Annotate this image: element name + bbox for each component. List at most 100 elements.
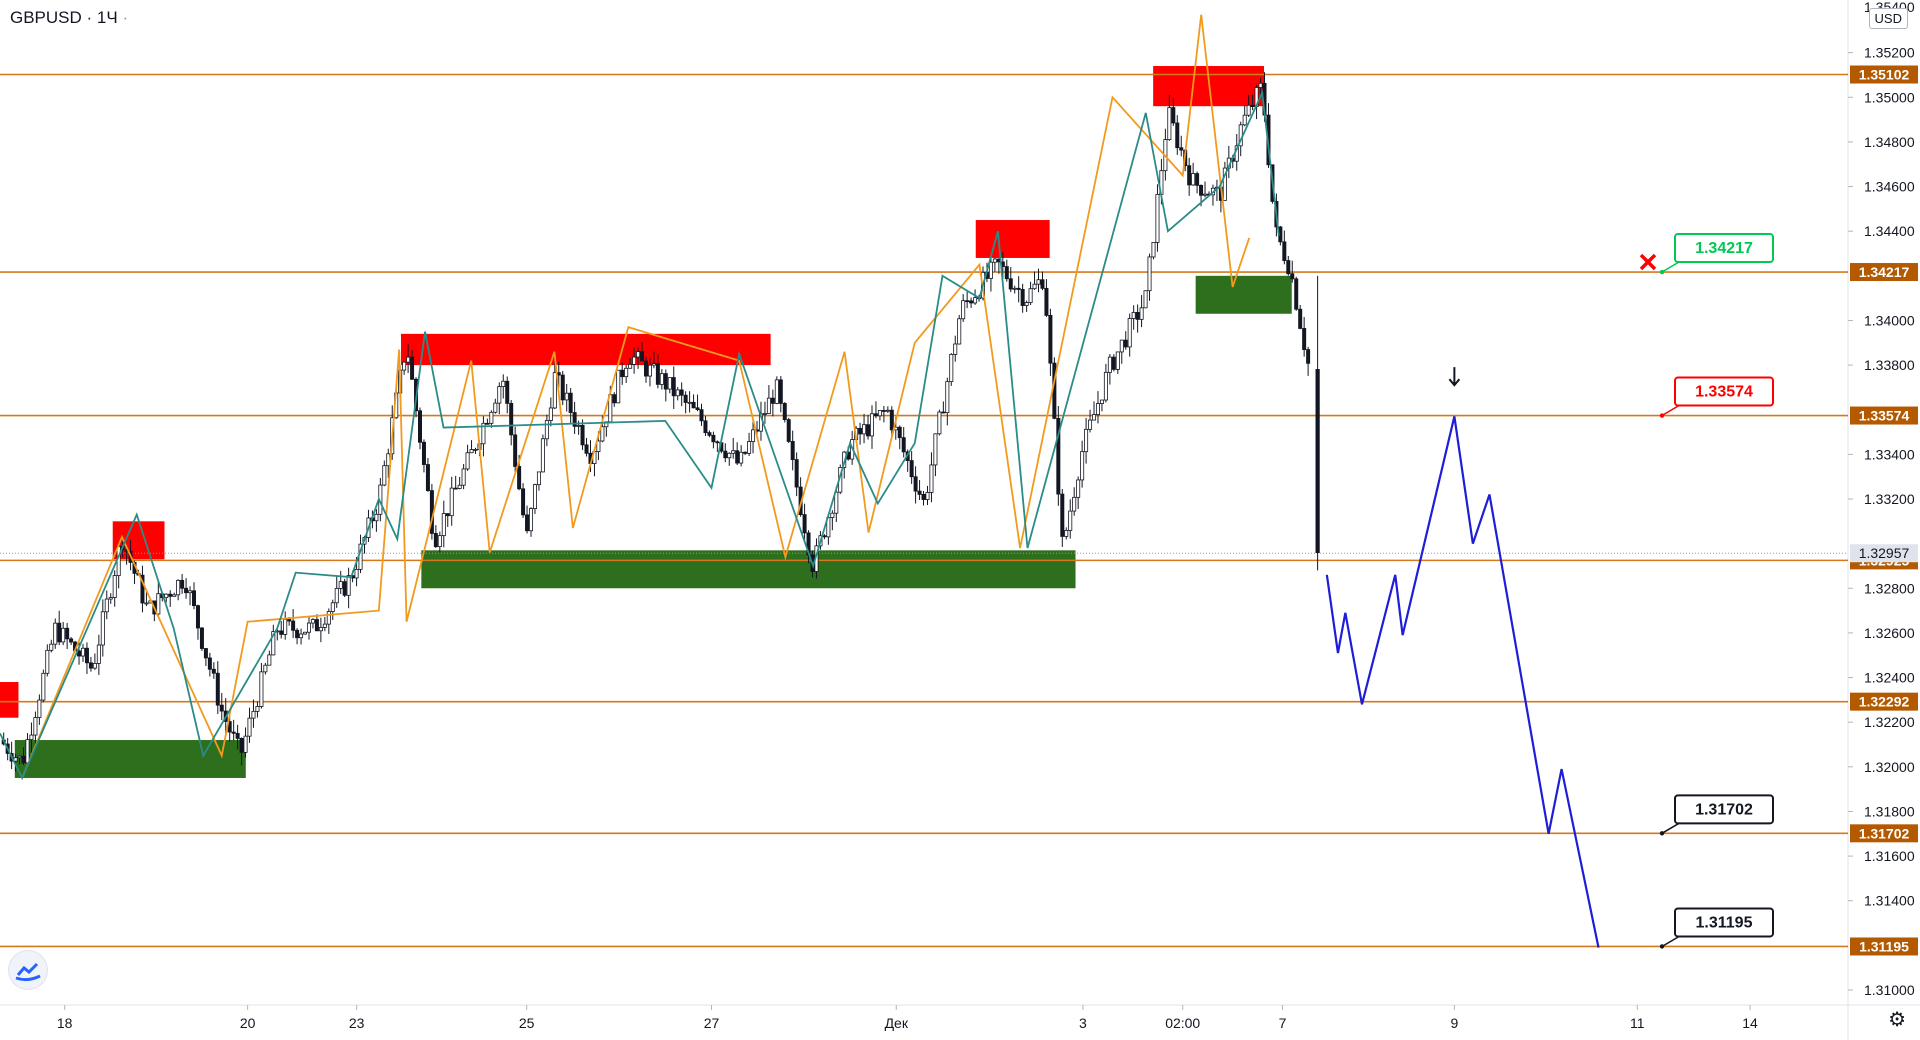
candle-body <box>263 664 268 673</box>
candle-body <box>937 411 942 435</box>
price-tag-label-1: 1.34217 <box>1859 264 1910 280</box>
candle-body <box>402 361 407 371</box>
candle-body <box>247 717 252 737</box>
candle-body <box>291 620 296 631</box>
candle-body <box>1179 147 1184 151</box>
candle-body <box>1139 307 1144 320</box>
y-tick-label: 1.32000 <box>1864 759 1915 775</box>
callout-pointer <box>1661 822 1680 834</box>
candle-body <box>279 630 284 635</box>
candle-body <box>687 401 692 404</box>
candle-body <box>13 757 18 762</box>
candle-body <box>184 587 189 594</box>
stop-x-icon <box>1639 253 1657 271</box>
candle-body <box>338 581 343 589</box>
callout-anchor <box>1659 413 1665 418</box>
callout-box-0[interactable] <box>1674 233 1774 264</box>
candle-body <box>969 300 974 304</box>
price-tag-label-6: 1.31195 <box>1859 938 1909 954</box>
candle-body <box>1092 414 1097 421</box>
candle-body <box>786 419 791 442</box>
candle-body <box>21 755 26 764</box>
candle-body <box>1099 399 1104 404</box>
price-axis[interactable] <box>1848 0 1920 1040</box>
candle-body <box>925 492 930 500</box>
candle-body <box>691 401 696 409</box>
candle-body <box>548 407 553 421</box>
candle-body <box>322 623 327 628</box>
candle-body <box>1048 314 1053 364</box>
candle-body <box>195 605 200 629</box>
candle-body <box>988 261 993 279</box>
candle-body <box>57 622 62 643</box>
candle-body <box>743 451 748 454</box>
supply-zone-3 <box>401 333 771 366</box>
candle-body <box>453 487 458 490</box>
candle-body <box>1088 419 1093 430</box>
candle-body <box>1076 479 1081 498</box>
demand-zone-7 <box>1195 275 1292 314</box>
candle-body <box>77 650 82 657</box>
candle-body <box>1294 278 1299 310</box>
candle-body <box>921 493 926 500</box>
symbol-header[interactable]: GBPUSD · 1Ч · <box>10 8 128 28</box>
candle-body <box>1151 242 1156 258</box>
candle-body <box>572 412 577 427</box>
last-price-label: 1.32957 <box>1859 545 1910 561</box>
candle-body <box>695 407 700 411</box>
header-separator: · <box>86 8 97 27</box>
symbol-label: GBPUSD <box>10 8 82 27</box>
supply-zone-5 <box>975 220 1050 258</box>
candle-body <box>287 618 292 622</box>
candle-body <box>421 441 426 465</box>
candle-body <box>933 433 938 466</box>
tradingview-logo-icon[interactable] <box>8 950 48 990</box>
candle-body <box>596 440 601 452</box>
candle-body <box>647 364 652 377</box>
y-tick-label: 1.31600 <box>1864 848 1915 864</box>
y-tick-label: 1.31400 <box>1864 893 1915 909</box>
candle-body <box>65 627 70 640</box>
candle-body <box>877 410 882 417</box>
candle-body <box>961 300 966 320</box>
candle-body <box>1004 266 1009 280</box>
x-tick-label: 3 <box>1079 1015 1087 1031</box>
candle-body <box>544 420 549 440</box>
candle-body <box>513 434 518 467</box>
candle-body <box>283 618 288 635</box>
candle-body <box>481 422 486 445</box>
candle-body <box>532 484 537 510</box>
candle-body <box>913 476 918 492</box>
candle-body <box>1123 339 1128 348</box>
candle-body <box>80 647 85 657</box>
callout-box-2[interactable] <box>1674 794 1774 825</box>
callout-box-1[interactable] <box>1674 376 1774 407</box>
candle-body <box>406 356 411 363</box>
candle-body <box>215 672 220 706</box>
callout-anchor <box>1659 269 1665 275</box>
candle-body <box>1175 122 1180 149</box>
gear-icon[interactable]: ⚙ <box>1888 1009 1906 1031</box>
candle-body <box>168 593 173 597</box>
zigzag-teal <box>0 89 1280 781</box>
candle-body <box>1056 417 1061 495</box>
candle-body <box>211 668 216 674</box>
y-tick-label: 1.33400 <box>1864 446 1915 462</box>
candle-body <box>715 441 720 444</box>
candle-body <box>1222 167 1227 201</box>
candle-body <box>84 647 89 664</box>
currency-badge[interactable]: USD <box>1868 8 1908 29</box>
callout-box-3[interactable] <box>1674 907 1774 938</box>
supply-zone-0 <box>0 682 19 718</box>
candle-body <box>461 468 466 486</box>
candle-body <box>140 574 145 604</box>
candle-body <box>600 426 605 442</box>
candle-body <box>1155 194 1160 243</box>
candle-body <box>69 638 74 643</box>
candle-body <box>564 392 569 401</box>
candle-body <box>310 619 315 624</box>
candle-body <box>671 377 676 397</box>
candle-body <box>96 644 101 664</box>
demand-zone-1 <box>14 740 246 778</box>
